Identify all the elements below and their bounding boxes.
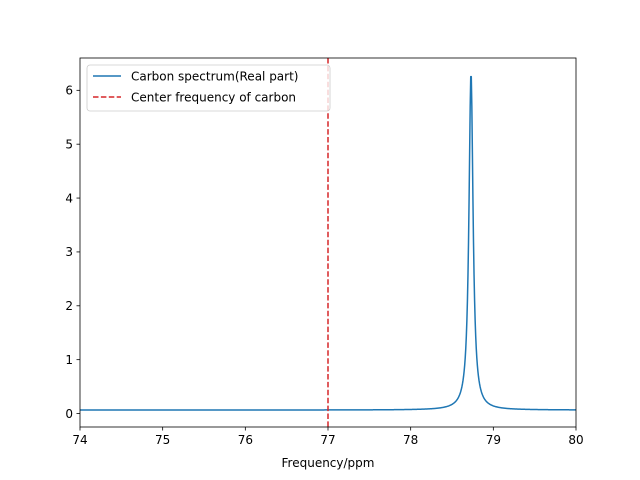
x-tick-label: 80 <box>568 433 583 447</box>
y-tick-label: 6 <box>65 84 73 98</box>
legend-label-center-frequency: Center frequency of carbon <box>131 90 296 104</box>
y-tick-label: 3 <box>65 245 73 259</box>
x-tick-label: 74 <box>72 433 87 447</box>
legend-box <box>86 64 331 112</box>
y-tick-label: 0 <box>65 407 73 421</box>
y-tick-label: 1 <box>65 353 73 367</box>
x-tick-label: 75 <box>155 433 170 447</box>
legend-label-carbon-spectrum: Carbon spectrum(Real part) <box>131 69 298 83</box>
axes: 74 75 76 77 78 79 80 0 1 2 3 4 5 6 <box>65 57 584 447</box>
x-tick-label: 77 <box>320 433 335 447</box>
x-tick-label: 76 <box>238 433 253 447</box>
y-tick-label: 4 <box>65 191 73 205</box>
plot-area <box>80 58 576 427</box>
x-axis-label: Frequency/ppm <box>282 456 375 470</box>
y-tick-label: 2 <box>65 299 73 313</box>
legend: Carbon spectrum(Real part) Center frequen… <box>86 64 331 112</box>
y-tick-label: 5 <box>65 137 73 151</box>
x-tick-label: 79 <box>486 433 501 447</box>
x-tick-label: 78 <box>403 433 418 447</box>
